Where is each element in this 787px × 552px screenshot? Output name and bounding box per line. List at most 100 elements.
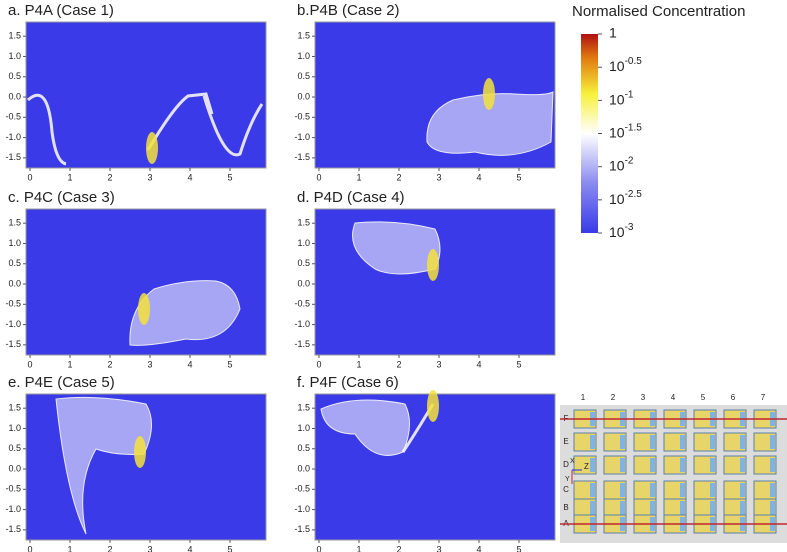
cell-face bbox=[740, 483, 745, 497]
colorbar-label: 1 bbox=[609, 25, 617, 41]
y-tick-label: -0.5 bbox=[294, 299, 310, 309]
y-tick-label: 1.0 bbox=[297, 51, 310, 61]
x-tick-label: 4 bbox=[187, 172, 192, 182]
x-tick-label: 0 bbox=[316, 172, 321, 182]
column-label: 5 bbox=[701, 393, 706, 402]
axis-label: Y bbox=[565, 476, 570, 483]
column-label: 6 bbox=[731, 393, 736, 402]
y-tick-label: -1.0 bbox=[5, 132, 21, 142]
plume bbox=[320, 390, 439, 456]
panel-title: e. P4E (Case 5) bbox=[8, 374, 115, 391]
y-tick-label: -0.5 bbox=[5, 112, 21, 122]
plume-core bbox=[427, 390, 439, 422]
y-tick-label: 0.5 bbox=[8, 71, 21, 81]
column-label: 1 bbox=[581, 393, 586, 402]
y-tick-label: -1.0 bbox=[294, 504, 310, 514]
cell-face bbox=[680, 458, 685, 472]
cell-face bbox=[710, 501, 715, 515]
cell-face bbox=[650, 435, 655, 449]
row-label: C bbox=[563, 485, 569, 494]
x-tick-label: 1 bbox=[67, 172, 72, 182]
y-tick-label: 1.5 bbox=[297, 31, 310, 41]
y-tick-label: -1.5 bbox=[294, 152, 310, 162]
colorbar-label: 10-2 bbox=[609, 155, 634, 173]
schematic: 1234567FEDCBAXZY bbox=[560, 393, 787, 543]
x-tick-label: 5 bbox=[227, 544, 232, 552]
plume-core bbox=[138, 293, 150, 325]
x-tick-label: 1 bbox=[67, 544, 72, 552]
y-tick-label: 1.0 bbox=[297, 238, 310, 248]
row-label: B bbox=[563, 503, 568, 512]
cell-face bbox=[590, 483, 595, 497]
y-tick-label: 1.0 bbox=[8, 51, 21, 61]
axis-label: Z bbox=[584, 462, 589, 471]
y-tick-label: 0.0 bbox=[8, 278, 21, 288]
plume-core bbox=[134, 436, 146, 468]
cell-face bbox=[620, 435, 625, 449]
y-tick-label: 0.0 bbox=[8, 91, 21, 101]
row-label: E bbox=[563, 437, 568, 446]
x-tick-label: 2 bbox=[107, 172, 112, 182]
cell-face bbox=[620, 458, 625, 472]
cell-face bbox=[770, 458, 775, 472]
y-tick-label: 1.5 bbox=[8, 403, 21, 413]
y-tick-label: 0.0 bbox=[297, 91, 310, 101]
column-label: 2 bbox=[611, 393, 616, 402]
y-tick-label: 1.5 bbox=[297, 218, 310, 228]
y-tick-label: 0.0 bbox=[8, 463, 21, 473]
cell-face bbox=[740, 435, 745, 449]
x-tick-label: 4 bbox=[187, 544, 192, 552]
cell-face bbox=[740, 458, 745, 472]
x-tick-label: 0 bbox=[316, 359, 321, 369]
column-label: 3 bbox=[641, 393, 646, 402]
cell-face bbox=[680, 501, 685, 515]
plume bbox=[129, 280, 241, 346]
x-tick-label: 3 bbox=[147, 544, 152, 552]
x-tick-label: 1 bbox=[67, 359, 72, 369]
x-tick-label: 0 bbox=[27, 172, 32, 182]
colorbar-label: 10-1.5 bbox=[609, 122, 642, 140]
y-tick-label: -1.0 bbox=[5, 504, 21, 514]
axis-label: X bbox=[570, 458, 575, 465]
plume bbox=[426, 78, 554, 156]
y-tick-label: -0.5 bbox=[5, 484, 21, 494]
cell-face bbox=[710, 458, 715, 472]
row-label: D bbox=[563, 460, 569, 469]
cell-face bbox=[680, 435, 685, 449]
x-tick-label: 4 bbox=[187, 359, 192, 369]
panel-title: b.P4B (Case 2) bbox=[297, 2, 400, 19]
x-tick-label: 4 bbox=[476, 359, 481, 369]
y-tick-label: 0.5 bbox=[8, 443, 21, 453]
plume-core bbox=[483, 78, 495, 110]
cell-face bbox=[590, 501, 595, 515]
y-tick-label: 1.5 bbox=[297, 403, 310, 413]
field bbox=[25, 21, 267, 169]
plume-core bbox=[427, 249, 439, 281]
y-tick-label: -0.5 bbox=[294, 484, 310, 494]
panel-title: f. P4F (Case 6) bbox=[297, 374, 399, 391]
x-tick-label: 3 bbox=[147, 172, 152, 182]
y-tick-label: 0.0 bbox=[297, 463, 310, 473]
y-tick-label: -1.5 bbox=[5, 524, 21, 534]
column-label: 7 bbox=[761, 393, 766, 402]
x-tick-label: 5 bbox=[516, 359, 521, 369]
colorbar-label: 10-3 bbox=[609, 222, 634, 240]
x-tick-label: 5 bbox=[227, 359, 232, 369]
cell-face bbox=[770, 483, 775, 497]
x-tick-label: 0 bbox=[27, 359, 32, 369]
y-tick-label: -0.5 bbox=[294, 112, 310, 122]
cell-face bbox=[620, 483, 625, 497]
cell-face bbox=[590, 458, 595, 472]
x-tick-label: 5 bbox=[516, 544, 521, 552]
y-tick-label: 1.5 bbox=[8, 218, 21, 228]
y-tick-label: 1.5 bbox=[8, 31, 21, 41]
column-label: 4 bbox=[671, 393, 676, 402]
plume-shape bbox=[26, 93, 67, 166]
colorbar-label: 10-2.5 bbox=[609, 188, 642, 206]
y-tick-label: 0.5 bbox=[297, 71, 310, 81]
cell-face bbox=[680, 483, 685, 497]
plume-shape bbox=[426, 91, 554, 156]
y-tick-label: 0.5 bbox=[297, 443, 310, 453]
x-tick-label: 2 bbox=[396, 359, 401, 369]
